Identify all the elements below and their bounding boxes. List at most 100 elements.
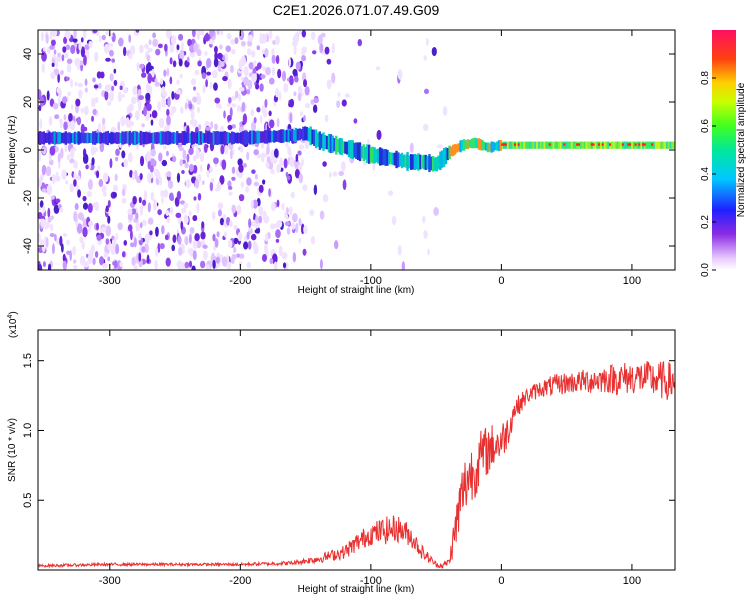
heatmap-cell [73, 259, 77, 264]
heatmap-cell [230, 64, 234, 74]
ridge-cell [159, 131, 163, 145]
ridge-cell [294, 127, 298, 143]
heatmap-cell [109, 49, 114, 57]
heatmap-cell [113, 260, 118, 269]
ridge-cell [40, 132, 44, 144]
heatmap-cell [147, 172, 152, 184]
ridge-cell [181, 131, 184, 145]
heatmap-cell [324, 114, 329, 123]
heatmap-cell [205, 126, 211, 131]
heatmap-cell [54, 234, 57, 242]
ridge-cell [329, 134, 332, 154]
ridge-cell [230, 131, 234, 145]
heatmap-cell [243, 76, 249, 87]
heatmap-cell [48, 116, 53, 126]
ridge-cell [375, 149, 378, 163]
heatmap-cell [231, 124, 236, 129]
heatmap-cell [184, 261, 190, 269]
ridge-cell [305, 127, 309, 141]
ridge-cell [119, 132, 122, 144]
heatmap-cell [59, 207, 64, 213]
ridge-cell [196, 132, 199, 144]
heatmap-cell [201, 180, 205, 185]
heatmap-cell [285, 214, 289, 220]
x-tick-label: 100 [623, 275, 641, 287]
ridge-cell [558, 141, 561, 149]
ridge-peak-cell [641, 143, 645, 146]
heatmap-cell [83, 260, 89, 268]
heatmap-cell [294, 168, 300, 179]
ridge-cell [282, 129, 285, 143]
heatmap-cell [147, 202, 151, 213]
ridge-cell [386, 149, 389, 166]
heatmap-cell [54, 61, 59, 68]
ridge-cell [199, 131, 203, 145]
ridge-cell [214, 131, 217, 145]
heatmap-cell [121, 197, 127, 204]
ridge-cell [188, 133, 192, 143]
heatmap-cell [226, 261, 232, 270]
ridge-cell [254, 131, 258, 144]
ridge-cell [559, 141, 563, 149]
heatmap-cell [122, 46, 127, 57]
heatmap-cell [181, 41, 184, 52]
heatmap-cell [184, 102, 188, 110]
heatmap-cell [376, 129, 382, 141]
ridge-cell [437, 155, 440, 170]
ridge-cell [378, 147, 382, 166]
heatmap-cell [38, 89, 42, 99]
heatmap-cell [60, 69, 64, 76]
heatmap-cell [76, 223, 83, 234]
heatmap-cell [104, 90, 109, 101]
ridge-cell [645, 141, 649, 149]
heatmap-cell [38, 263, 43, 270]
heatmap-cell [176, 190, 182, 200]
heatmap-cell [57, 161, 61, 169]
heatmap-cell [213, 157, 219, 165]
ridge-cell [373, 147, 376, 164]
ridge-peak-cell [627, 143, 631, 146]
heatmap-cell [66, 154, 71, 161]
heatmap-cell [49, 145, 56, 156]
ridge-cell [207, 132, 210, 144]
ridge-peak-cell [576, 143, 580, 146]
heatmap-cell [38, 212, 43, 220]
ridge-cell [607, 141, 610, 149]
ridge-cell [579, 141, 583, 149]
heatmap-cell [353, 118, 358, 124]
ridge-cell [265, 129, 269, 144]
heatmap-cell [276, 199, 280, 208]
ridge-cell [439, 151, 442, 171]
heatmap-cell [128, 53, 133, 60]
ridge-peak-cell [548, 143, 552, 146]
heatmap-cell [154, 81, 161, 87]
heatmap-cell [70, 104, 74, 110]
heatmap-cell [40, 239, 44, 247]
ridge-cell [97, 132, 100, 144]
ridge-cell [614, 141, 618, 149]
ridge-cell [190, 131, 194, 145]
heatmap-cell [237, 158, 243, 166]
ridge-cell [112, 132, 115, 144]
heatmap-cell [219, 61, 225, 68]
ridge-cell [357, 142, 360, 160]
heatmap-cell [264, 48, 269, 58]
heatmap-cell [248, 72, 252, 78]
ridge-cell [568, 141, 572, 149]
heatmap-cell [259, 114, 263, 124]
heatmap-cell [227, 96, 232, 104]
spectrogram-cells [38, 30, 675, 270]
y-tick-label: 20 [22, 96, 34, 108]
heatmap-cell [275, 229, 281, 239]
heatmap-cell [155, 226, 159, 237]
heatmap-cell [190, 109, 195, 121]
ridge-cell [632, 141, 636, 149]
ridge-cell [671, 141, 674, 149]
heatmap-cell [204, 33, 210, 42]
heatmap-cell [169, 57, 173, 65]
heatmap-cell [264, 98, 268, 108]
spectrogram-x-axis-label: Height of straight line (km) [298, 285, 415, 296]
heatmap-cell [184, 235, 189, 246]
ridge-cell [51, 132, 55, 144]
heatmap-cell [271, 253, 278, 265]
